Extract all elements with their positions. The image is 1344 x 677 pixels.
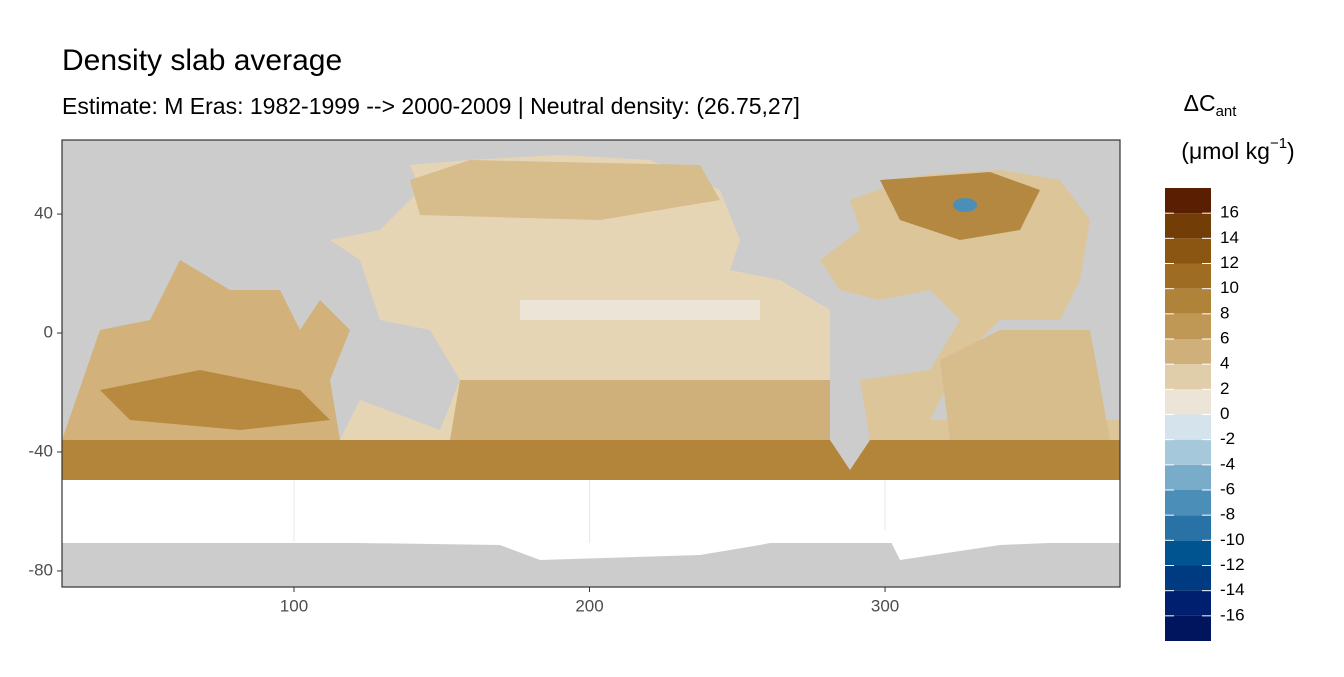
legend-title-sub: ant [1216, 103, 1238, 120]
ocean-field [100, 370, 330, 430]
legend-unit-exp: −1 [1270, 135, 1287, 152]
legend-bin [1165, 188, 1211, 214]
legend-tick-label: -16 [1220, 605, 1245, 624]
legend-bin [1165, 615, 1211, 641]
legend-bin [1165, 515, 1211, 541]
x-tick-label: 200 [575, 596, 603, 615]
legend-tick-label: 16 [1220, 203, 1239, 222]
legend-unit-close: ) [1287, 138, 1295, 164]
legend-bin [1165, 414, 1211, 440]
ocean-field [410, 160, 720, 220]
legend-bin [1165, 364, 1211, 390]
legend-tick-label: -6 [1220, 479, 1235, 498]
legend-tick-label: -10 [1220, 530, 1245, 549]
legend-bin [1165, 213, 1211, 239]
legend-bin [1165, 313, 1211, 339]
legend-tick-label: 0 [1220, 404, 1229, 423]
ocean-field [520, 300, 760, 320]
ocean-field [450, 380, 830, 440]
legend: -16 -14 -12 -10 -8 -6 -4 -2 0 2 4 6 8 10 12 14 16 [1165, 188, 1245, 641]
legend-tick-label: 2 [1220, 379, 1229, 398]
legend-bin [1165, 540, 1211, 566]
x-tick-label: 100 [280, 596, 308, 615]
map-panel [61, 139, 1121, 588]
legend-bin [1165, 464, 1211, 490]
map-field [62, 140, 1120, 587]
ocean-field [953, 198, 977, 212]
legend-tick-label: 14 [1220, 228, 1239, 247]
legend-bin [1165, 565, 1211, 591]
y-tick-label: -40 [28, 441, 53, 460]
chart-subtitle: Estimate: M Eras: 1982-1999 --> 2000-200… [62, 93, 800, 119]
legend-tick-label: -8 [1220, 505, 1235, 524]
legend-bin [1165, 490, 1211, 516]
ice [62, 520, 1120, 560]
legend-bin [1165, 439, 1211, 465]
legend-tick-label: 4 [1220, 354, 1229, 373]
chart-title: Density slab average [62, 44, 342, 77]
y-tick-label: 0 [44, 323, 53, 342]
legend-tick-label: -2 [1220, 429, 1235, 448]
x-tick-label: 300 [871, 596, 899, 615]
ocean-field [330, 155, 830, 440]
legend-title: ΔCant [1184, 90, 1238, 120]
legend-bin [1165, 238, 1211, 264]
legend-bin [1165, 263, 1211, 289]
y-tick-label: 40 [34, 204, 53, 223]
panel-border [61, 139, 1121, 588]
legend-tick-label: 6 [1220, 328, 1229, 347]
legend-tick-label: 10 [1220, 278, 1239, 297]
legend-bin [1165, 590, 1211, 616]
legend-tick-label: 12 [1220, 253, 1239, 272]
y-tick-label: -80 [28, 560, 53, 579]
ocean-field [62, 440, 1120, 480]
legend-bin [1165, 339, 1211, 365]
legend-unit: (μmol kg−1) [1181, 135, 1294, 164]
legend-tick-label: -14 [1220, 580, 1245, 599]
ocean-field [940, 330, 1110, 440]
legend-tick-label: 8 [1220, 303, 1229, 322]
legend-bin [1165, 389, 1211, 415]
ocean-field [820, 170, 1120, 440]
legend-tick-label: -4 [1220, 454, 1235, 473]
legend-bin [1165, 288, 1211, 314]
legend-unit-main: (μmol kg [1181, 138, 1270, 164]
legend-title-main: ΔC [1184, 90, 1216, 116]
legend-tick-label: -12 [1220, 555, 1245, 574]
